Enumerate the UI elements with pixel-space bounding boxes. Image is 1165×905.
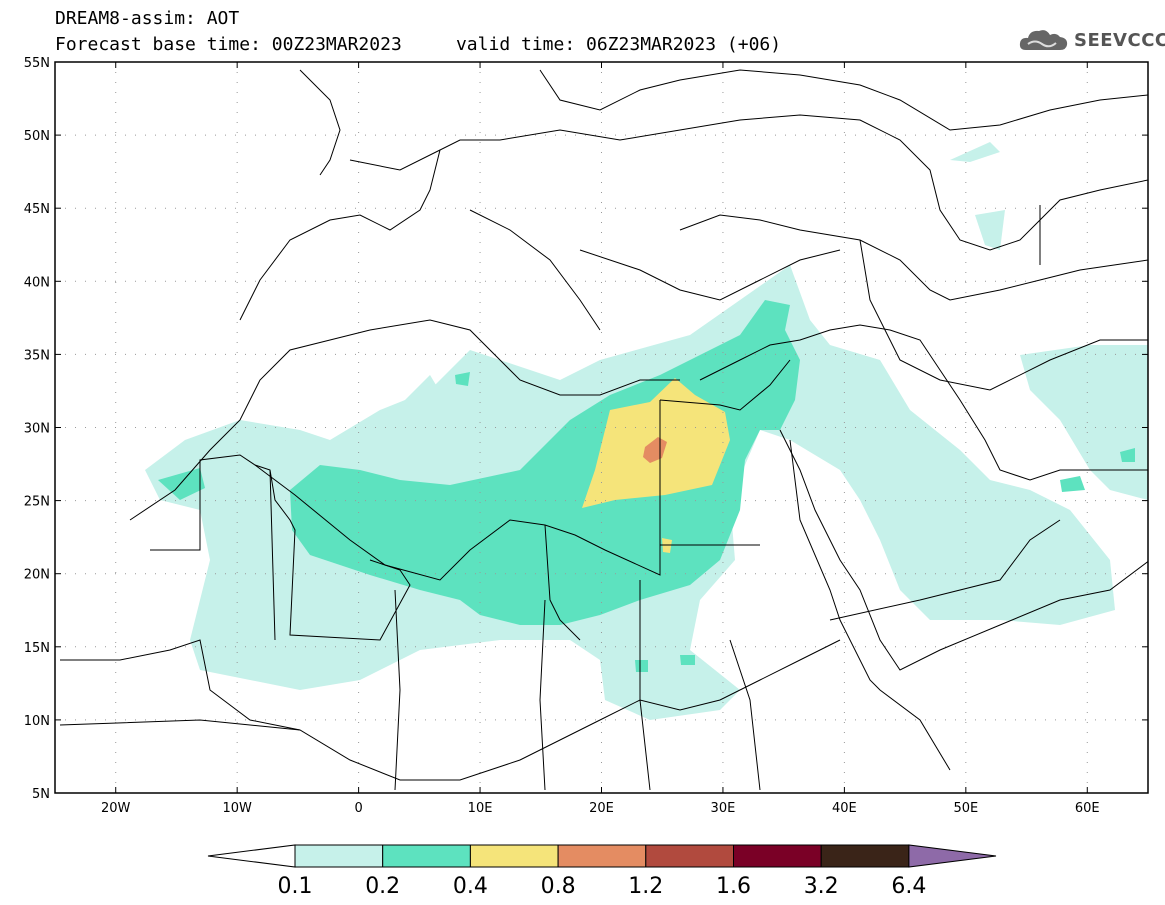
base-time-label: Forecast base time: 00Z23MAR2023 bbox=[55, 34, 402, 55]
lat-label: 10N bbox=[24, 714, 50, 729]
map-title: DREAM8-assim: AOT bbox=[55, 8, 240, 29]
lon-label: 30E bbox=[711, 801, 736, 816]
longitude-labels: 20W 10W 0 10E 20E 30E 40E 50E 60E bbox=[101, 62, 1100, 816]
logo-text: SEEVCCC bbox=[1074, 29, 1165, 51]
seevccc-logo: SEEVCCC bbox=[1018, 26, 1165, 54]
colorbar-swatch bbox=[645, 844, 734, 868]
lat-label: 5N bbox=[32, 787, 50, 802]
colorbar-label: 1.2 bbox=[628, 874, 663, 899]
colorbar-swatch bbox=[469, 844, 559, 868]
colorbar-swatch bbox=[733, 844, 822, 868]
lon-label: 20E bbox=[589, 801, 614, 816]
cloud-icon bbox=[1019, 30, 1068, 50]
colorbar-swatch bbox=[557, 844, 647, 868]
lon-label: 0 bbox=[354, 801, 362, 816]
lon-label: 50E bbox=[953, 801, 978, 816]
lat-label: 15N bbox=[24, 641, 50, 656]
lat-label: 50N bbox=[24, 129, 50, 144]
lat-label: 45N bbox=[24, 202, 50, 217]
valid-time-label: valid time: 06Z23MAR2023 (+06) bbox=[455, 34, 782, 55]
colorbar-over-triangle bbox=[908, 844, 997, 868]
colorbar-label: 0.8 bbox=[541, 874, 576, 899]
colorbar-label: 6.4 bbox=[891, 874, 926, 899]
colorbar-label: 1.6 bbox=[716, 874, 751, 899]
lon-label: 60E bbox=[1075, 801, 1100, 816]
latitude-labels: 55N 50N 45N 40N 35N 30N 25N 20N 15N 10N 5N bbox=[24, 56, 1148, 802]
lat-label: 25N bbox=[24, 495, 50, 510]
lat-label: 20N bbox=[24, 568, 50, 583]
colorbar-swatch bbox=[294, 844, 384, 868]
colorbar-label: 0.1 bbox=[278, 874, 313, 899]
lat-label: 40N bbox=[24, 275, 50, 290]
colorbar: 0.1 0.2 0.4 0.8 1.2 1.6 3.2 6.4 bbox=[207, 844, 997, 899]
lon-label: 10E bbox=[468, 801, 493, 816]
colorbar-under-triangle bbox=[207, 844, 296, 868]
lat-label: 55N bbox=[24, 56, 50, 71]
colorbar-label: 3.2 bbox=[804, 874, 839, 899]
lat-label: 35N bbox=[24, 348, 50, 363]
colorbar-label: 0.2 bbox=[365, 874, 400, 899]
aot-fields bbox=[145, 142, 1148, 720]
time-info: Forecast base time: 00Z23MAR2023 valid t… bbox=[55, 34, 781, 55]
borders-coastlines bbox=[59, 69, 1148, 791]
colorbar-swatch bbox=[382, 844, 471, 868]
aot-level-0.8 bbox=[643, 437, 667, 463]
colorbar-swatch bbox=[820, 844, 910, 868]
lon-label: 20W bbox=[101, 801, 131, 816]
lon-label: 40E bbox=[832, 801, 857, 816]
lat-lon-grid bbox=[55, 62, 1148, 793]
lat-label: 30N bbox=[24, 422, 50, 437]
colorbar-label: 0.4 bbox=[453, 874, 488, 899]
lon-label: 10W bbox=[222, 801, 252, 816]
